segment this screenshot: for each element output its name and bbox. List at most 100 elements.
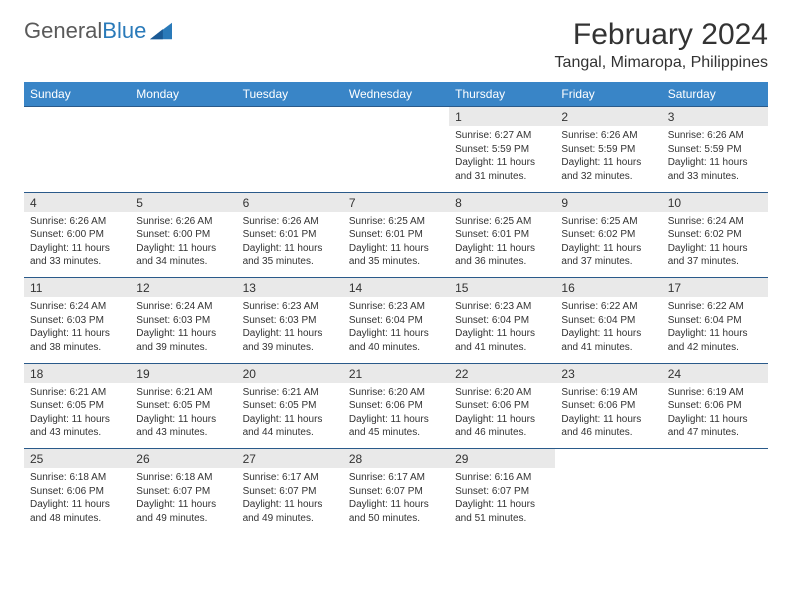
day-detail-cell: Sunrise: 6:22 AMSunset: 6:04 PMDaylight:… [555, 297, 661, 363]
daylight-text-1: Daylight: 11 hours [136, 242, 230, 256]
daylight-text-1: Daylight: 11 hours [136, 413, 230, 427]
day-number-cell: 2 [555, 107, 661, 127]
day-detail-cell: Sunrise: 6:21 AMSunset: 6:05 PMDaylight:… [24, 383, 130, 449]
daylight-text-2: and 50 minutes. [349, 512, 443, 526]
daylight-text-2: and 38 minutes. [30, 341, 124, 355]
sunrise-text: Sunrise: 6:22 AM [668, 300, 762, 314]
title-block: February 2024 Tangal, Mimaropa, Philippi… [555, 18, 768, 72]
day-detail-cell: Sunrise: 6:18 AMSunset: 6:07 PMDaylight:… [130, 468, 236, 534]
calendar-body: 123Sunrise: 6:27 AMSunset: 5:59 PMDaylig… [24, 107, 768, 535]
daylight-text-2: and 43 minutes. [136, 426, 230, 440]
day-detail-cell: Sunrise: 6:16 AMSunset: 6:07 PMDaylight:… [449, 468, 555, 534]
sunrise-text: Sunrise: 6:16 AM [455, 471, 549, 485]
brand-name: GeneralBlue [24, 18, 146, 44]
day-detail-cell: Sunrise: 6:19 AMSunset: 6:06 PMDaylight:… [662, 383, 768, 449]
sunrise-text: Sunrise: 6:18 AM [30, 471, 124, 485]
day-detail-cell: Sunrise: 6:24 AMSunset: 6:03 PMDaylight:… [130, 297, 236, 363]
calendar-table: Sunday Monday Tuesday Wednesday Thursday… [24, 82, 768, 534]
daylight-text-2: and 35 minutes. [243, 255, 337, 269]
day-number-cell: 4 [24, 192, 130, 212]
day-detail-cell: Sunrise: 6:19 AMSunset: 6:06 PMDaylight:… [555, 383, 661, 449]
day-detail-cell: Sunrise: 6:26 AMSunset: 5:59 PMDaylight:… [662, 126, 768, 192]
sunset-text: Sunset: 6:07 PM [349, 485, 443, 499]
location-text: Tangal, Mimaropa, Philippines [555, 54, 768, 72]
daylight-text-2: and 37 minutes. [668, 255, 762, 269]
day-number-cell: 20 [237, 363, 343, 383]
daylight-text-1: Daylight: 11 hours [561, 413, 655, 427]
day-detail-cell: Sunrise: 6:25 AMSunset: 6:01 PMDaylight:… [343, 212, 449, 278]
daylight-text-1: Daylight: 11 hours [30, 327, 124, 341]
sunset-text: Sunset: 6:02 PM [668, 228, 762, 242]
brand-logo: GeneralBlue [24, 18, 172, 44]
sunrise-text: Sunrise: 6:26 AM [668, 129, 762, 143]
sunrise-text: Sunrise: 6:20 AM [455, 386, 549, 400]
sunrise-text: Sunrise: 6:19 AM [668, 386, 762, 400]
daynum-row: 45678910 [24, 192, 768, 212]
sunset-text: Sunset: 5:59 PM [455, 143, 549, 157]
day-header: Monday [130, 82, 236, 107]
daylight-text-2: and 37 minutes. [561, 255, 655, 269]
day-number-cell [555, 449, 661, 469]
daylight-text-2: and 36 minutes. [455, 255, 549, 269]
day-number-cell: 13 [237, 278, 343, 298]
day-detail-cell [24, 126, 130, 192]
day-number-cell: 18 [24, 363, 130, 383]
sunrise-text: Sunrise: 6:27 AM [455, 129, 549, 143]
calendar-head: Sunday Monday Tuesday Wednesday Thursday… [24, 82, 768, 107]
day-number-cell: 9 [555, 192, 661, 212]
daylight-text-1: Daylight: 11 hours [455, 498, 549, 512]
day-detail-cell: Sunrise: 6:24 AMSunset: 6:02 PMDaylight:… [662, 212, 768, 278]
daylight-text-2: and 33 minutes. [668, 170, 762, 184]
day-number-cell: 19 [130, 363, 236, 383]
sunset-text: Sunset: 6:03 PM [30, 314, 124, 328]
day-number-cell: 6 [237, 192, 343, 212]
day-number-cell: 7 [343, 192, 449, 212]
daylight-text-1: Daylight: 11 hours [30, 242, 124, 256]
sunset-text: Sunset: 6:03 PM [136, 314, 230, 328]
daylight-text-1: Daylight: 11 hours [668, 156, 762, 170]
day-detail-cell: Sunrise: 6:25 AMSunset: 6:01 PMDaylight:… [449, 212, 555, 278]
day-detail-cell: Sunrise: 6:20 AMSunset: 6:06 PMDaylight:… [343, 383, 449, 449]
daylight-text-1: Daylight: 11 hours [243, 327, 337, 341]
daylight-text-1: Daylight: 11 hours [455, 156, 549, 170]
day-number-cell: 14 [343, 278, 449, 298]
day-detail-cell: Sunrise: 6:22 AMSunset: 6:04 PMDaylight:… [662, 297, 768, 363]
day-number-cell: 8 [449, 192, 555, 212]
day-number-cell: 28 [343, 449, 449, 469]
day-number-cell: 3 [662, 107, 768, 127]
sunset-text: Sunset: 6:05 PM [30, 399, 124, 413]
sunrise-text: Sunrise: 6:23 AM [243, 300, 337, 314]
daylight-text-2: and 35 minutes. [349, 255, 443, 269]
sunset-text: Sunset: 5:59 PM [668, 143, 762, 157]
details-row: Sunrise: 6:18 AMSunset: 6:06 PM Daylight:… [24, 468, 768, 534]
day-number-cell: 12 [130, 278, 236, 298]
sunset-text: Sunset: 6:07 PM [455, 485, 549, 499]
day-number-cell: 21 [343, 363, 449, 383]
daylight-text-1: Daylight: 11 hours [349, 327, 443, 341]
day-detail-cell [130, 126, 236, 192]
day-detail-cell: Sunrise: 6:25 AMSunset: 6:02 PMDaylight:… [555, 212, 661, 278]
daylight-text-2: and 51 minutes. [455, 512, 549, 526]
daylight-text-2: and 47 minutes. [668, 426, 762, 440]
sunset-text: Sunset: 6:06 PM [668, 399, 762, 413]
sunset-text: Sunset: 6:01 PM [455, 228, 549, 242]
daylight-text-2: and 41 minutes. [561, 341, 655, 355]
sunset-text: Sunset: 6:02 PM [561, 228, 655, 242]
day-number-cell: 5 [130, 192, 236, 212]
day-header: Friday [555, 82, 661, 107]
day-number-cell [662, 449, 768, 469]
day-number-cell: 1 [449, 107, 555, 127]
day-detail-cell: Sunrise: 6:17 AMSunset: 6:07 PMDaylight:… [343, 468, 449, 534]
details-row: Sunrise: 6:27 AMSunset: 5:59 PMDaylight:… [24, 126, 768, 192]
daylight-text-2: and 44 minutes. [243, 426, 337, 440]
sunset-text: Sunset: 6:06 PM [349, 399, 443, 413]
sunset-text: Sunset: 6:01 PM [349, 228, 443, 242]
day-detail-cell: Sunrise: 6:27 AMSunset: 5:59 PMDaylight:… [449, 126, 555, 192]
sunrise-text: Sunrise: 6:21 AM [136, 386, 230, 400]
daylight-text-2: and 34 minutes. [136, 255, 230, 269]
daynum-row: 11121314151617 [24, 278, 768, 298]
sunset-text: Sunset: 6:06 PM [30, 485, 124, 499]
daynum-row: 2526272829 [24, 449, 768, 469]
details-row: Sunrise: 6:21 AM Sunset: 6:05 PM Daylight:… [24, 383, 768, 449]
sunset-text: Sunset: 6:05 PM [243, 399, 337, 413]
